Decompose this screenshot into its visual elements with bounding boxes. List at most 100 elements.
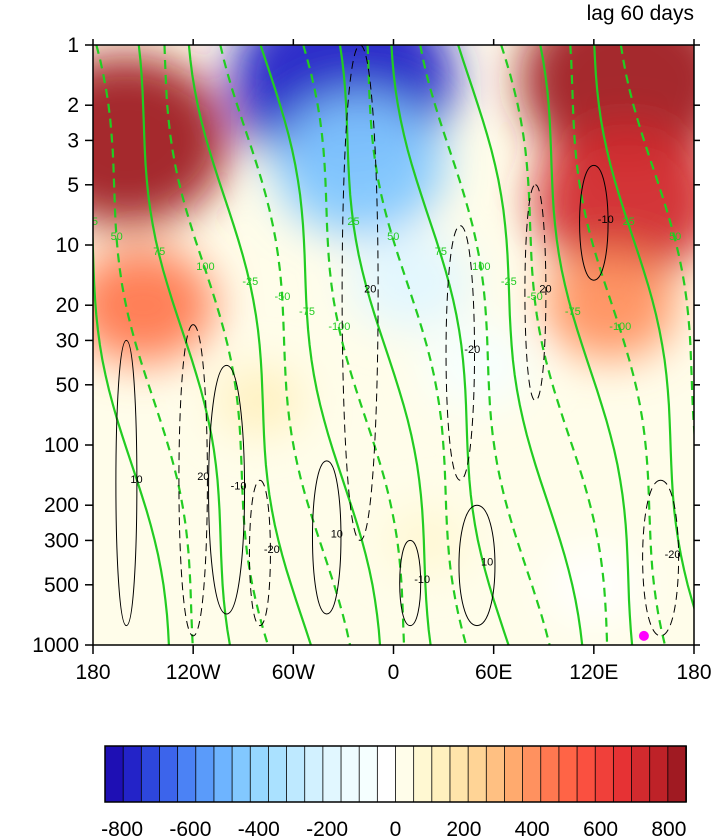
plot-area: 25 50 75 100 -25 -50 -75 -100 25 50 75 100 -25 -50 -75…	[92, 44, 695, 646]
colorbar-swatch	[140, 745, 161, 803]
colorbar-swatch	[576, 745, 597, 803]
green-contour-line	[593, 45, 694, 612]
colorbar-swatch	[467, 745, 488, 803]
green-contour-line	[259, 45, 382, 645]
black-contour-line	[178, 324, 208, 637]
green-contour-line	[93, 224, 170, 645]
black-contour-line	[579, 164, 609, 281]
colorbar-tick-label: 600	[583, 818, 618, 838]
y-tick-label: 200	[44, 494, 79, 517]
shading-blob	[275, 95, 446, 236]
colorbar-swatch	[522, 745, 542, 803]
shading-blob	[533, 122, 694, 279]
x-tick-label: 120W	[166, 661, 221, 684]
green-contour-label: 50	[111, 231, 123, 243]
colorbar-swatch	[340, 745, 361, 803]
black-contour-label: 10	[481, 556, 493, 568]
green-contour-label: 50	[669, 231, 681, 243]
green-contour-label: 100	[196, 261, 214, 273]
black-contour-line	[341, 45, 379, 541]
colorbar-swatch	[268, 745, 288, 803]
colorbar-tick-label: -200	[306, 818, 348, 838]
y-tick-label: 3	[67, 129, 79, 152]
green-contour-line	[338, 45, 432, 645]
shading-blob	[215, 366, 305, 435]
colorbar-swatch	[395, 745, 415, 803]
black-contour-line	[311, 460, 342, 615]
colorbar-swatch	[122, 745, 143, 803]
green-contour-line	[457, 45, 584, 645]
x-tick-label: 180	[676, 661, 711, 684]
y-tick-label: 300	[44, 529, 79, 552]
green-contour-label: 25	[623, 216, 635, 228]
green-contour-label: -25	[501, 276, 517, 288]
y-tick-label: 2	[67, 94, 79, 117]
colorbar-swatch	[286, 745, 306, 803]
colorbar-swatch	[322, 745, 342, 803]
x-tick-label: 60E	[475, 661, 512, 684]
black-contour-label: -10	[598, 214, 614, 226]
colorbar-swatch	[612, 745, 633, 803]
location-marker	[638, 630, 649, 641]
black-contour-line	[399, 539, 422, 627]
y-tick-label: 10	[56, 234, 79, 257]
chart-title: lag 60 days	[587, 2, 694, 25]
green-contour-line	[187, 45, 312, 645]
green-contour-line	[419, 45, 551, 645]
black-contour-label: 20	[364, 284, 376, 296]
colorbar-swatch	[177, 745, 197, 803]
colorbar-tick-label: 0	[390, 818, 402, 838]
colorbar-swatch	[594, 745, 615, 803]
colorbar-swatch	[431, 745, 451, 803]
colorbar-swatch	[104, 745, 125, 803]
x-tick-label: 60W	[272, 661, 315, 684]
green-contour-line	[619, 45, 694, 441]
green-contour-line	[137, 45, 231, 645]
black-contour-label: 10	[331, 528, 343, 540]
black-contour-layer: 10 20 -10 -20 10 20 -10 -20 10 20 -10 -20	[115, 45, 681, 637]
green-contour-line	[390, 45, 510, 645]
y-tick-label: 100	[44, 434, 79, 457]
colorbar-tick-label: 200	[446, 818, 481, 838]
green-contour-label: 100	[472, 261, 490, 273]
colorbar-tick-label: -600	[169, 818, 211, 838]
x-tick-label: 120E	[569, 661, 618, 684]
black-contour-label: 20	[539, 284, 551, 296]
black-contour-label: -20	[665, 549, 681, 561]
y-tick-label: 500	[44, 574, 79, 597]
green-contour-label: -75	[299, 306, 315, 318]
shading-blob	[543, 251, 678, 360]
colorbar-frame	[104, 745, 687, 803]
y-tick-label: 50	[56, 374, 79, 397]
x-tick-label: 0	[388, 661, 400, 684]
green-contour-line	[366, 45, 468, 645]
green-contour-label: 25	[347, 216, 359, 228]
green-contour-label: -25	[242, 276, 258, 288]
shading-blob	[384, 508, 470, 573]
shading-blob	[93, 54, 230, 227]
colorbar-swatch	[485, 745, 506, 803]
black-contour-label: -10	[414, 574, 430, 586]
green-contour-label: -100	[328, 321, 350, 333]
y-tick-label: 1	[67, 34, 79, 57]
y-tick-label: 5	[67, 174, 79, 197]
black-contour-line	[208, 364, 246, 615]
y-tick-label: 1000	[32, 634, 79, 657]
colorbar-swatch	[159, 745, 179, 803]
black-contour-line	[248, 479, 271, 627]
shading-blob	[544, 546, 643, 623]
x-axis: 180 120W 60W 0 60E 120E 180	[75, 39, 712, 684]
green-contour-label: -100	[609, 321, 631, 333]
colorbar-swatch	[558, 745, 578, 803]
colorbar-swatch	[195, 745, 215, 803]
green-contour-line	[539, 45, 634, 645]
colorbar-tick-label: 400	[515, 818, 550, 838]
colorbar-swatch	[667, 745, 687, 803]
green-contour-label: -50	[274, 291, 290, 303]
y-axis: 1 2 3 5 10 20 30 50 100 200 300 500 1000	[32, 34, 700, 657]
colorbar-swatch	[376, 745, 397, 803]
green-contour-line	[302, 45, 406, 645]
shading-blob	[423, 323, 531, 408]
y-tick-label: 30	[56, 329, 79, 352]
